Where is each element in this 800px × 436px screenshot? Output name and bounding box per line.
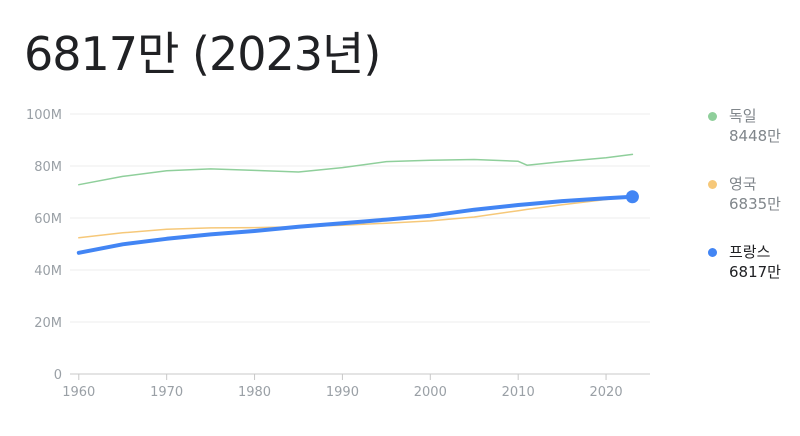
series-line-0 [78, 153, 634, 186]
y-tick-label: 80M [34, 160, 62, 175]
series-endpoint-marker [625, 190, 639, 204]
legend-series-name: 독일 [729, 107, 757, 125]
legend-series-name: 프랑스 [729, 243, 771, 261]
y-tick-label: 20M [34, 316, 62, 331]
legend-series-value: 6817만 [729, 263, 781, 281]
legend-series-value: 6835만 [729, 195, 781, 213]
y-tick-label: 100M [26, 108, 62, 123]
x-tick-label: 2020 [590, 385, 623, 400]
x-tick-label: 1980 [238, 385, 271, 400]
page-title: 6817만 (2023년) [24, 27, 381, 81]
y-tick-label: 60M [34, 212, 62, 227]
legend-item-france[interactable]: 프랑스 6817만 [708, 242, 798, 282]
y-tick-label: 0 [54, 368, 62, 383]
series-line-2 [76, 194, 635, 255]
x-tick-label: 1960 [62, 385, 95, 400]
y-tick-label: 40M [34, 264, 62, 279]
line-chart: 0 20M 40M 60M 80M 100M 1960 1970 1980 1990 2000 201… [26, 108, 650, 400]
x-tick-label: 2010 [502, 385, 535, 400]
x-tick-label: 1990 [326, 385, 359, 400]
legend-dot-icon [708, 179, 717, 189]
series-line-1 [78, 195, 634, 239]
legend-series-value: 8448만 [729, 127, 781, 145]
legend: 독일 8448만 영국 6835만 프랑스 6817만 [708, 106, 798, 310]
x-tick-label: 2000 [414, 385, 447, 400]
legend-item-germany[interactable]: 독일 8448만 [708, 106, 798, 146]
legend-dot-icon [708, 111, 717, 121]
legend-dot-icon [708, 247, 717, 257]
x-tick-label: 1970 [150, 385, 183, 400]
legend-item-uk[interactable]: 영국 6835만 [708, 174, 798, 214]
legend-series-name: 영국 [729, 175, 757, 193]
